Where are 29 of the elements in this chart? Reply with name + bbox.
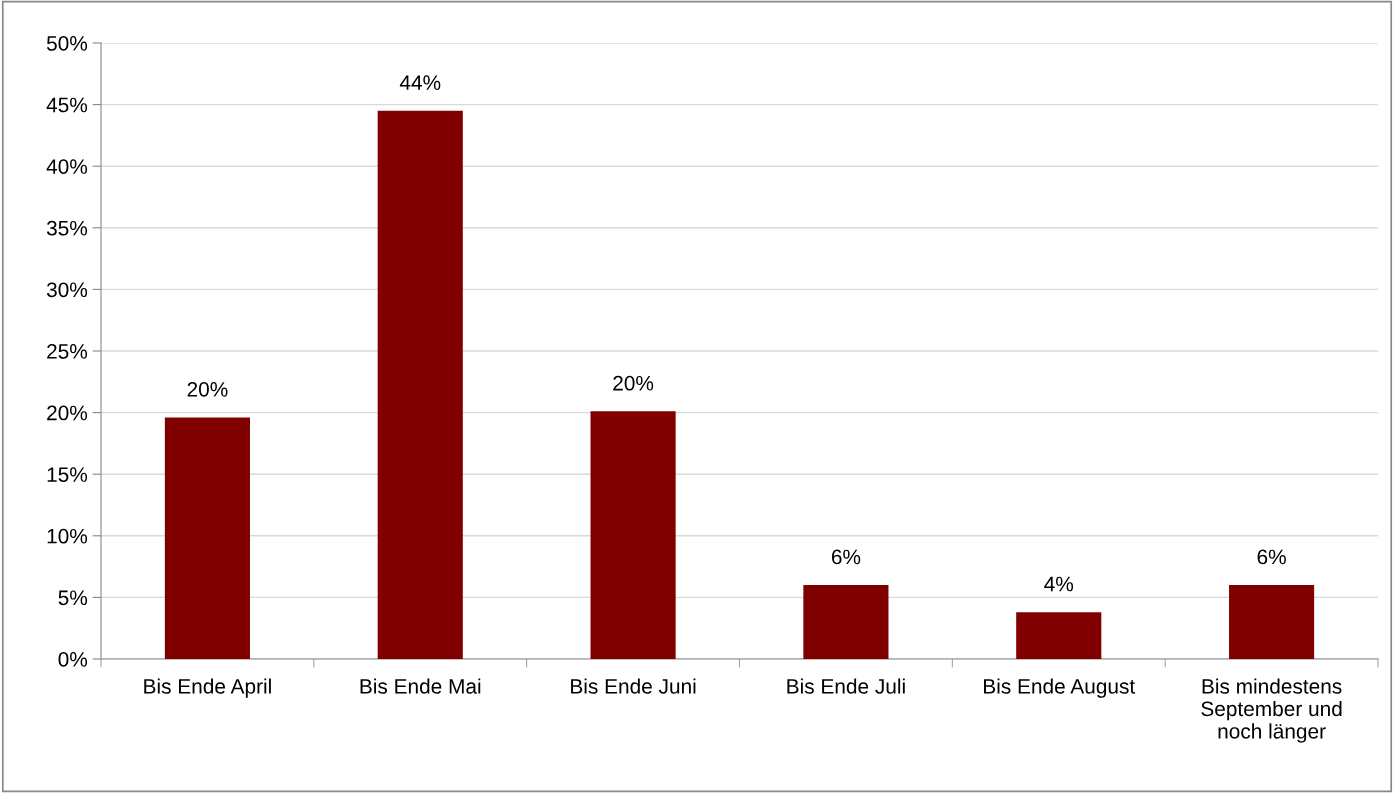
- y-tick-label: 20%: [47, 405, 88, 421]
- y-tick-label: 30%: [46, 282, 88, 298]
- bar: [1229, 585, 1315, 659]
- bar: [803, 585, 889, 659]
- y-tick-label: 25%: [47, 344, 88, 359]
- data-label: 4%: [1044, 576, 1074, 592]
- bar: [1016, 612, 1102, 659]
- x-tick-label: Bis Ende Mai: [360, 678, 481, 694]
- y-tick-label: 5%: [58, 590, 88, 606]
- bar: [590, 411, 676, 659]
- y-tick-label: 10%: [47, 528, 88, 544]
- x-tick-label: Bis Ende August: [984, 678, 1136, 698]
- data-label: 6%: [831, 549, 861, 565]
- data-label: 6%: [1257, 549, 1286, 565]
- data-label: 20%: [187, 381, 228, 397]
- y-tick-label: 40%: [46, 159, 88, 174]
- x-tick-label: Bis Ende April: [144, 678, 271, 698]
- y-tick-label: 0%: [58, 652, 88, 667]
- data-label: 20%: [613, 375, 654, 391]
- bar: [377, 110, 463, 659]
- y-tick-label: 45%: [46, 97, 88, 113]
- y-tick-label: 15%: [47, 467, 88, 482]
- data-label: 44%: [399, 75, 441, 90]
- y-tick-label: 50%: [46, 36, 88, 51]
- y-tick-label: 35%: [46, 220, 88, 236]
- bar: [164, 417, 250, 659]
- x-tick-label: Bis Ende Juli: [787, 678, 905, 694]
- x-tick-label: Bis Ende Juni: [571, 678, 696, 694]
- x-tick-label: Bis mindestens September und noch länger: [1201, 678, 1342, 743]
